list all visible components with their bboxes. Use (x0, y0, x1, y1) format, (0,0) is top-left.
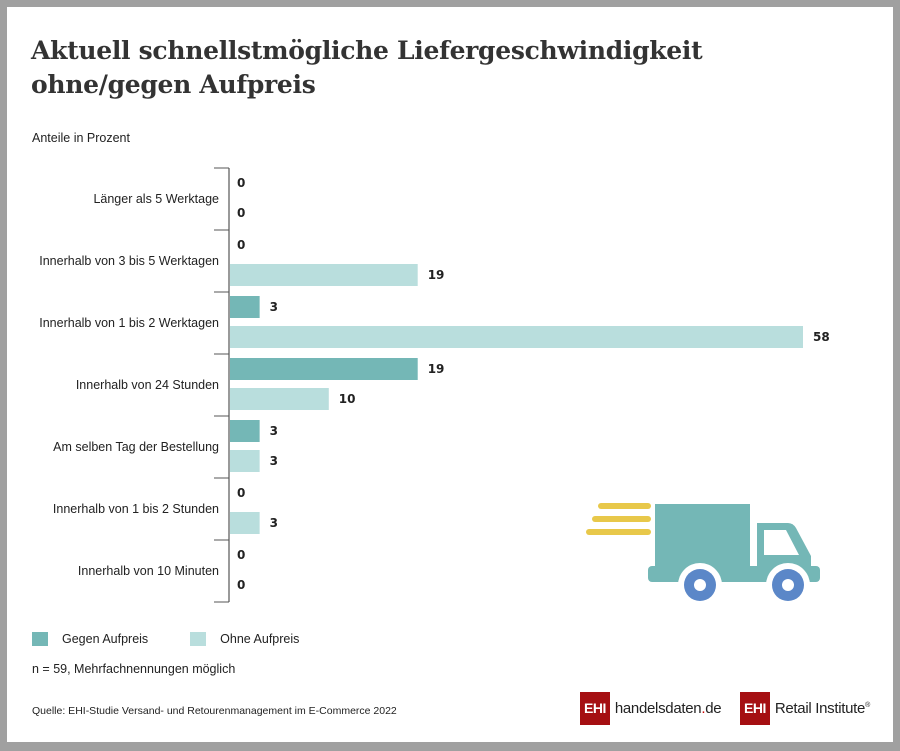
speed-lines (586, 503, 651, 535)
category-label: Innerhalb von 1 bis 2 Werktagen (39, 316, 219, 330)
data-label: 0 (237, 548, 245, 562)
sample-note: n = 59, Mehrfachnennungen möglich (32, 662, 236, 676)
ehi-logo-box: EHI (580, 692, 610, 725)
title-line-2: ohne/gegen Aufpreis (31, 70, 316, 99)
ehi-retail-institute-logo[interactable]: EHI Retail Institute® (740, 692, 870, 725)
data-label: 0 (237, 578, 245, 592)
legend-swatch (190, 632, 207, 646)
retail-institute-text: Retail Institute® (775, 700, 870, 717)
legend-swatch (32, 632, 48, 646)
category-label: Länger als 5 Werktage (93, 192, 219, 206)
legend-label: Ohne Aufpreis (220, 632, 300, 646)
legend-item-ohne-aufpreis: Ohne Aufpreis (190, 632, 299, 646)
data-label: 0 (237, 238, 245, 252)
category-label: Innerhalb von 10 Minuten (78, 564, 219, 578)
delivery-truck-icon (586, 503, 820, 607)
legend-item-gegen-aufpreis: Gegen Aufpreis (32, 632, 148, 646)
bar-gegen-aufpreis (230, 420, 260, 442)
bar-gegen-aufpreis (230, 296, 260, 318)
logo-text-part: handelsdaten (614, 700, 702, 717)
handelsdaten-logo[interactable]: EHI handelsdaten.de (580, 692, 722, 725)
registered-mark: ® (865, 702, 870, 709)
category-label: Innerhalb von 24 Stunden (76, 378, 219, 392)
handelsdaten-text: handelsdaten.de (614, 700, 722, 717)
category-label: Innerhalb von 1 bis 2 Stunden (53, 502, 219, 516)
bar-ohne-aufpreis (230, 450, 260, 472)
data-label: 3 (270, 300, 278, 314)
data-label: 0 (237, 176, 245, 190)
data-label: 58 (813, 330, 830, 344)
data-label: 3 (270, 516, 278, 530)
data-label: 3 (270, 424, 278, 438)
data-label: 19 (428, 362, 445, 376)
data-label: 19 (428, 268, 445, 282)
chart-card (7, 7, 893, 742)
chart-title: Aktuell schnellstmögliche Liefergeschwin… (31, 34, 703, 102)
chart-subtitle: Anteile in Prozent (32, 131, 130, 145)
data-label: 0 (237, 486, 245, 500)
logo-text-part: Retail Institute (774, 700, 866, 717)
bar-ohne-aufpreis (230, 388, 329, 410)
legend-label: Gegen Aufpreis (62, 632, 149, 646)
chart-legend: Gegen Aufpreis Ohne Aufpreis (32, 632, 341, 646)
bar-gegen-aufpreis (230, 358, 418, 380)
source-note: Quelle: EHI-Studie Versand- und Retouren… (32, 705, 397, 717)
logo-dot: . (701, 700, 706, 717)
data-label: 3 (270, 454, 278, 468)
data-label: 0 (237, 206, 245, 220)
data-label: 10 (339, 392, 356, 406)
title-line-1: Aktuell schnellstmögliche Liefergeschwin… (31, 36, 703, 65)
bar-ohne-aufpreis (230, 326, 803, 348)
bar-ohne-aufpreis (230, 264, 418, 286)
ehi-logo-box: EHI (740, 692, 770, 725)
category-label: Am selben Tag der Bestellung (53, 440, 219, 454)
category-label: Innerhalb von 3 bis 5 Werktagen (39, 254, 219, 268)
logo-text-part: de (705, 700, 722, 717)
bar-ohne-aufpreis (230, 512, 260, 534)
